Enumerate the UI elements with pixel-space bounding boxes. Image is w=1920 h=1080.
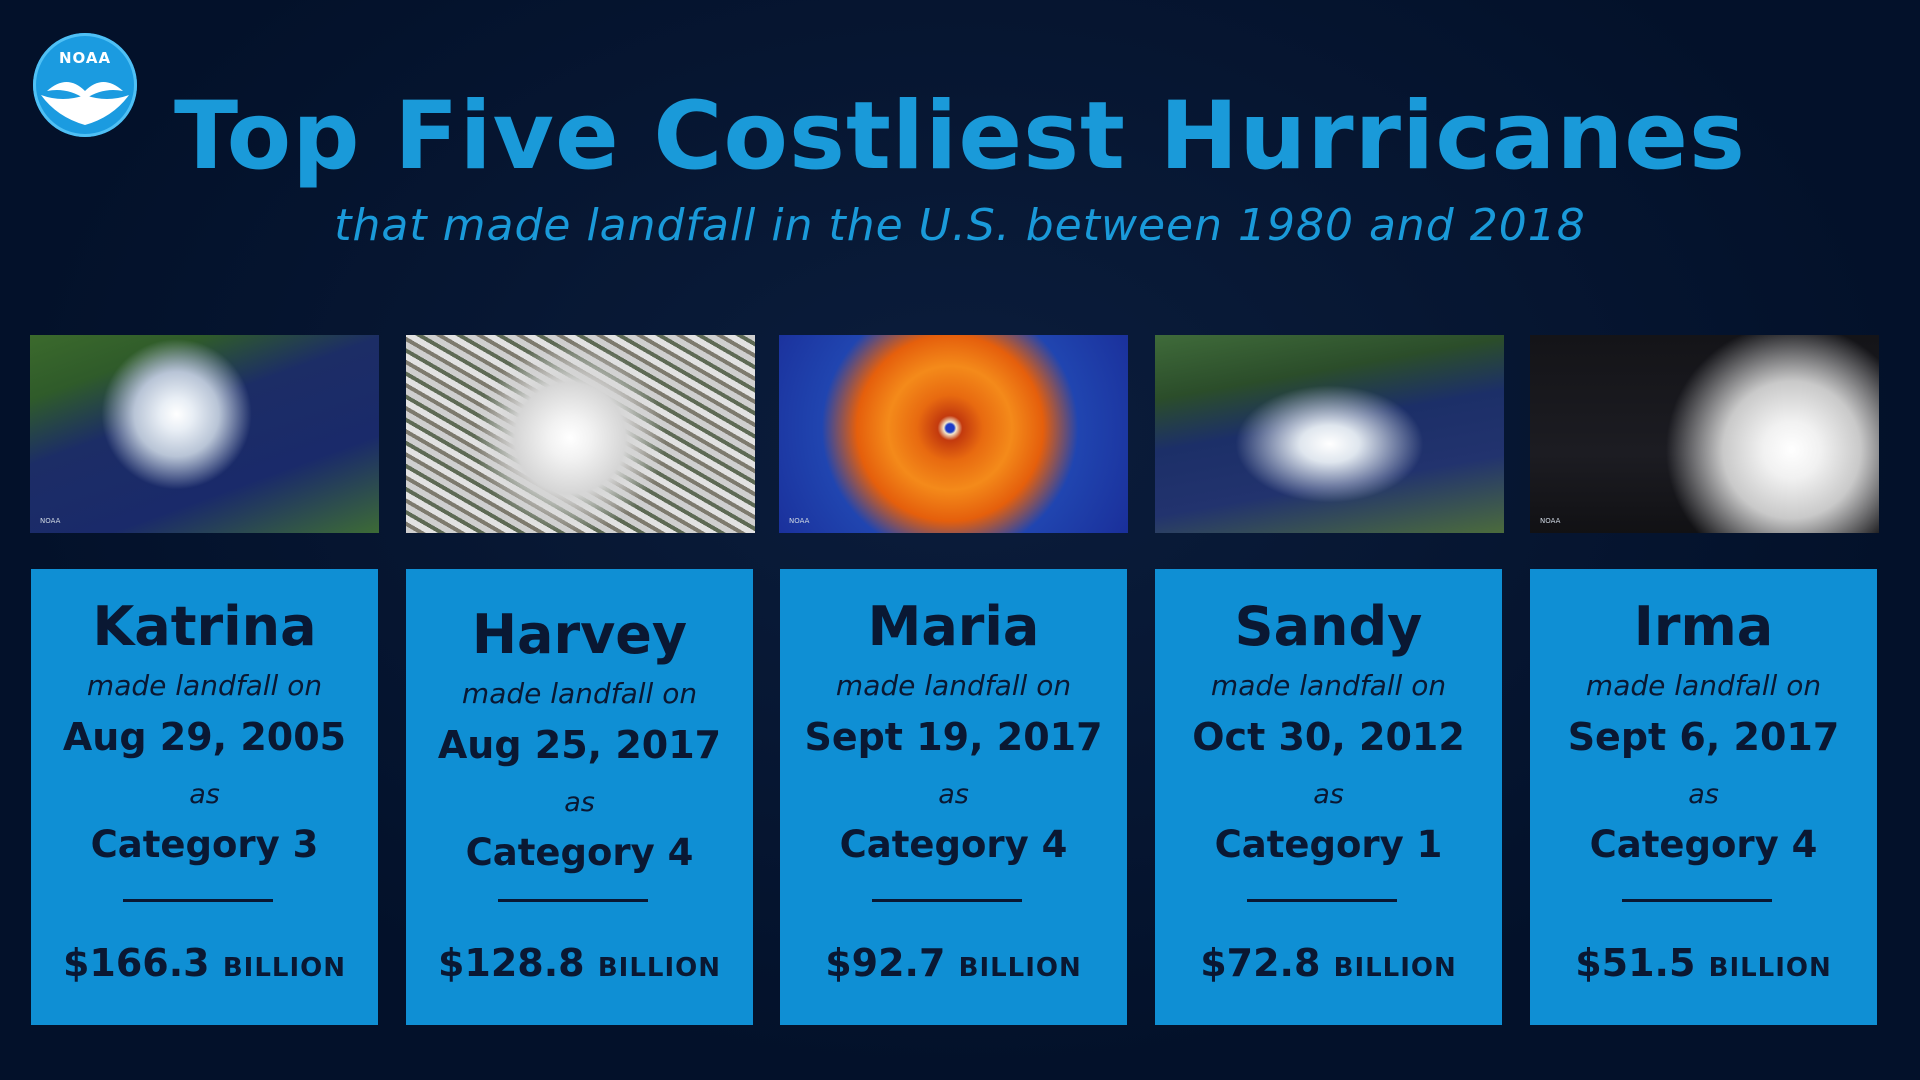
noaa-bird-icon [41, 82, 129, 125]
divider [1247, 899, 1397, 902]
hurricane-name: Irma [1633, 595, 1774, 658]
maria-satellite-image: NOAA [779, 335, 1128, 533]
katrina-satellite-image: NOAA [30, 335, 379, 533]
hurricane-card-maria: Maria made landfall on Sept 19, 2017 as … [780, 569, 1127, 1025]
divider [498, 899, 648, 902]
irma-satellite-image: NOAA [1530, 335, 1879, 533]
cost-unit: BILLION [222, 953, 347, 983]
hurricane-card-sandy: Sandy made landfall on Oct 30, 2012 as C… [1155, 569, 1502, 1025]
category: Category 1 [1214, 823, 1443, 866]
cost-unit: BILLION [597, 953, 722, 983]
cost-unit: BILLION [1333, 953, 1457, 983]
divider [123, 899, 273, 902]
cost: $166.3 BILLION [31, 941, 378, 985]
as-label: as [189, 779, 220, 810]
divider [872, 899, 1022, 902]
landfall-label: made landfall on [1210, 669, 1447, 702]
hurricane-name: Katrina [92, 595, 317, 658]
as-label: as [1313, 779, 1344, 810]
logo-text: NOAA [58, 49, 112, 67]
image-credit: NOAA [40, 517, 61, 525]
cost-value: $166.3 [62, 941, 210, 985]
category: Category 3 [90, 823, 319, 866]
noaa-logo: NOAA [33, 33, 137, 137]
landfall-date: Aug 25, 2017 [437, 723, 722, 767]
landfall-date: Sept 6, 2017 [1567, 715, 1840, 759]
landfall-label: made landfall on [461, 677, 698, 710]
landfall-label: made landfall on [86, 669, 323, 702]
cost: $92.7 BILLION [780, 941, 1127, 985]
hurricane-name: Sandy [1234, 595, 1423, 658]
image-credit: NOAA [789, 517, 810, 525]
as-label: as [564, 787, 595, 818]
cost-unit: BILLION [958, 953, 1082, 983]
landfall-date: Sept 19, 2017 [804, 715, 1103, 759]
image-credit: NOAA [1540, 517, 1561, 525]
divider [1622, 899, 1772, 902]
cost: $72.8 BILLION [1155, 941, 1502, 985]
satellite-images: NOAA NOAA NOAA [0, 335, 1920, 533]
landfall-label: made landfall on [1585, 669, 1822, 702]
cost-value: $128.8 [437, 941, 585, 985]
landfall-date: Oct 30, 2012 [1192, 715, 1465, 759]
category: Category 4 [465, 831, 694, 874]
harvey-satellite-image [406, 335, 755, 533]
category: Category 4 [839, 823, 1068, 866]
page-subtitle: that made landfall in the U.S. between 1… [334, 200, 1586, 251]
category: Category 4 [1589, 823, 1818, 866]
cost-value: $72.8 [1200, 941, 1321, 985]
hurricane-name: Maria [867, 595, 1040, 658]
landfall-date: Aug 29, 2005 [62, 715, 347, 759]
hurricane-card-irma: Irma made landfall on Sept 6, 2017 as Ca… [1530, 569, 1877, 1025]
cost-value: $51.5 [1575, 941, 1696, 985]
hurricane-card-katrina: Katrina made landfall on Aug 29, 2005 as… [31, 569, 378, 1025]
page-title: Top Five Costliest Hurricanes [174, 82, 1746, 191]
as-label: as [1688, 779, 1719, 810]
landfall-label: made landfall on [835, 669, 1072, 702]
hurricane-card-harvey: Harvey made landfall on Aug 25, 2017 as … [406, 569, 753, 1025]
sandy-satellite-image [1155, 335, 1504, 533]
cost-unit: BILLION [1708, 953, 1832, 983]
as-label: as [938, 779, 969, 810]
cost: $128.8 BILLION [406, 941, 753, 985]
cost-value: $92.7 [825, 941, 946, 985]
hurricane-name: Harvey [471, 603, 688, 666]
cost: $51.5 BILLION [1530, 941, 1877, 985]
